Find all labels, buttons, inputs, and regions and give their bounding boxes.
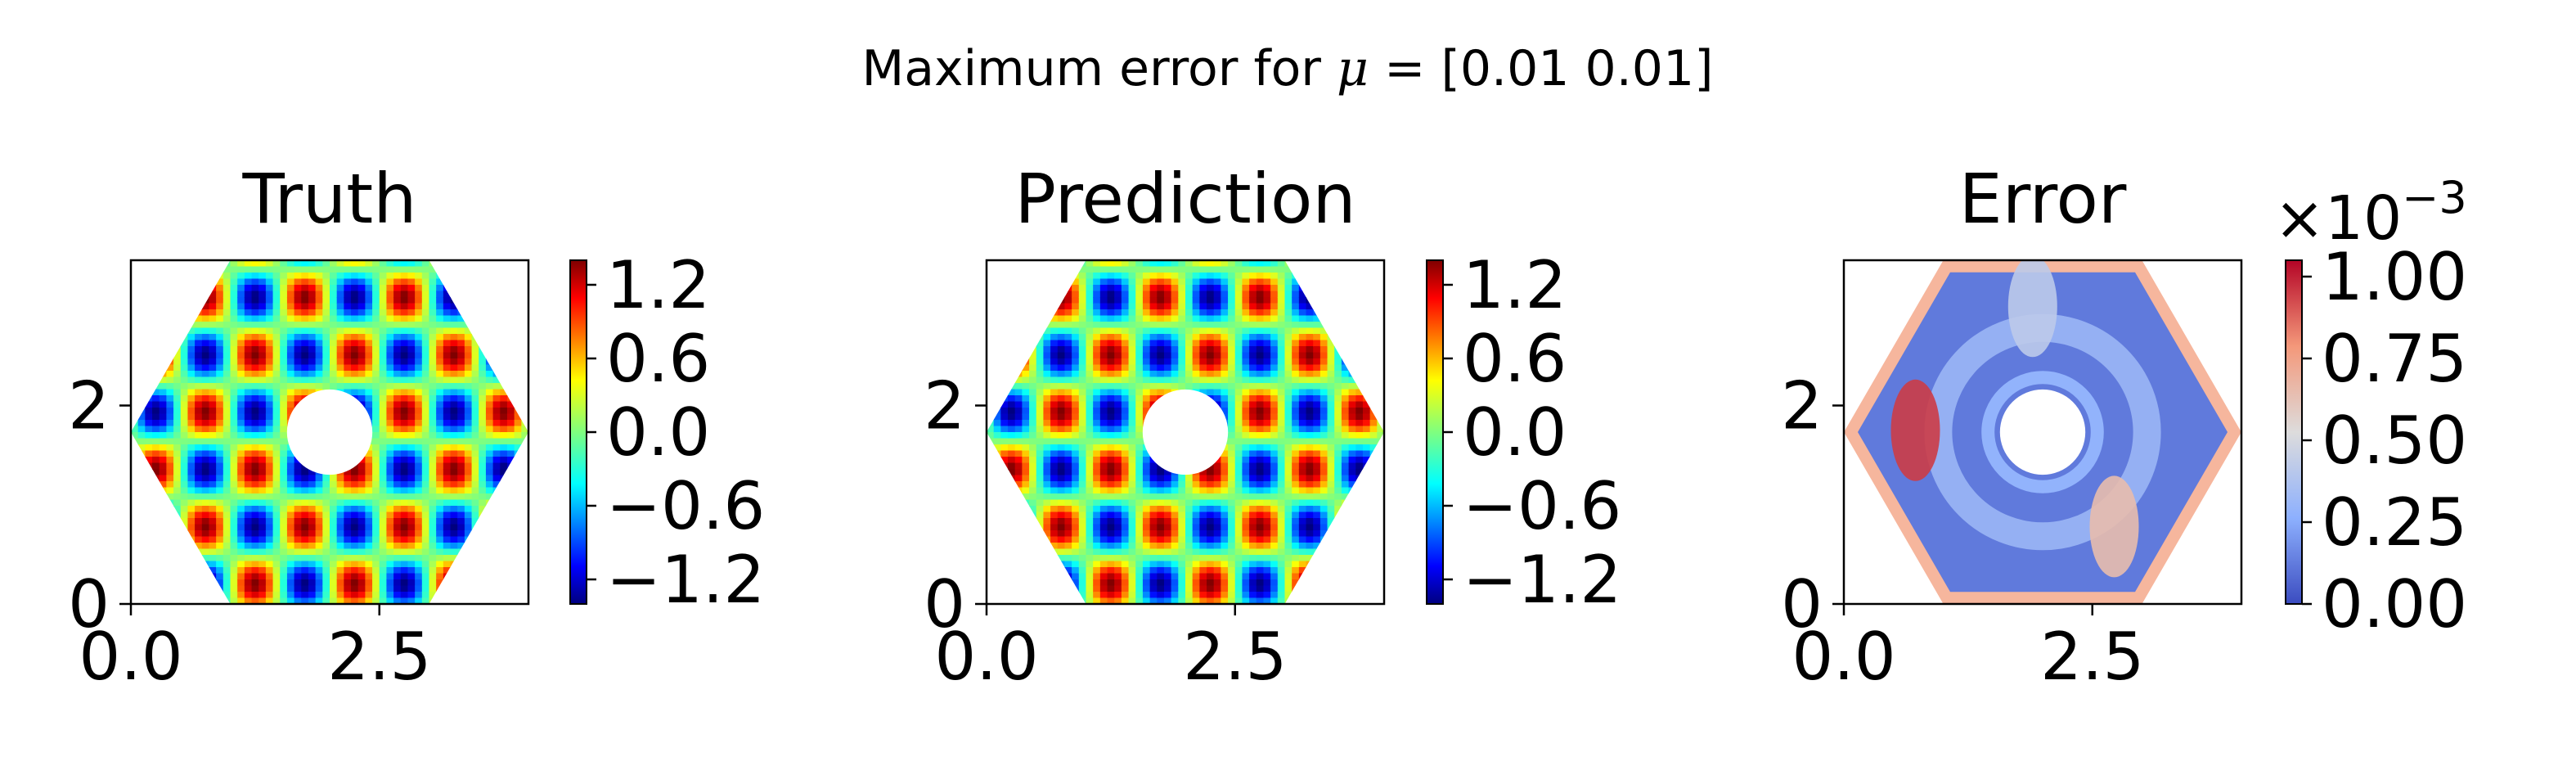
colorbar-tick-label: −1.2 (1463, 542, 1621, 618)
colorbar-tick-label: 0.75 (2322, 321, 2467, 397)
x-tick-label: 0.0 (934, 619, 1038, 695)
axes-frame (985, 259, 1386, 606)
error-hotspot (2007, 260, 2057, 358)
colorbar-tick-label: −0.6 (606, 468, 765, 544)
colorbar-offset-label: ×10−3 (2274, 172, 2467, 254)
axes-frame (1842, 259, 2243, 606)
colorbar-tick-label: 0.0 (606, 394, 710, 471)
y-tick-label: 2 (924, 368, 965, 444)
colorbar-tick-label: 0.6 (1463, 321, 1567, 397)
figure-suptitle: Maximum error for μ = [0.01 0.01] (861, 40, 1713, 97)
colorbar (569, 259, 587, 605)
colorbar-tick-label: 0.25 (2322, 484, 2467, 561)
colorbar-tick-label: 1.2 (606, 247, 710, 323)
colorbar-tick-label: −0.6 (1463, 468, 1621, 544)
suptitle-mu-symbol: μ (1337, 40, 1369, 97)
colorbar-tick-label: −1.2 (606, 542, 765, 618)
x-tick-label: 2.5 (2040, 619, 2144, 695)
colorbar (2285, 259, 2303, 605)
colorbar (1426, 259, 1444, 605)
colorbar-tick-label: 0.50 (2322, 403, 2467, 479)
colorbar-tick-label: 0.00 (2322, 566, 2467, 642)
x-tick-label: 0.0 (79, 619, 182, 695)
y-tick-label: 0 (68, 566, 110, 642)
y-tick-label: 2 (68, 368, 110, 444)
x-tick-label: 0.0 (1792, 619, 1895, 695)
y-tick-label: 0 (924, 566, 965, 642)
subplot-error: Error 0.0 2.5 0 2 1.000.750.500.250.00 ×10−3 (1781, 159, 2467, 695)
y-tick-label: 2 (1781, 368, 1823, 444)
suptitle-suffix: = [0.01 0.01] (1369, 40, 1714, 97)
x-tick-label: 2.5 (1183, 619, 1287, 695)
colorbar-tick-label: 1.00 (2322, 239, 2467, 315)
colorbar-tick-label: 0.6 (606, 321, 710, 397)
error-hotspot (2089, 475, 2139, 578)
axes-frame (129, 259, 530, 606)
subplot-title: Error (1959, 159, 2127, 239)
subplot-title: Truth (242, 159, 417, 239)
domain-hole (1142, 389, 1229, 475)
x-tick-label: 2.5 (327, 619, 431, 695)
domain-hole (1999, 389, 2086, 475)
subplot-title: Prediction (1014, 159, 1355, 239)
y-tick-label: 0 (1781, 566, 1823, 642)
colorbar-tick-label: 0.0 (1463, 394, 1567, 471)
colorbar-tick-label: 1.2 (1463, 247, 1567, 323)
domain-hole (286, 389, 373, 475)
suptitle-prefix: Maximum error for (861, 40, 1337, 97)
error-hotspot (1890, 379, 1940, 481)
